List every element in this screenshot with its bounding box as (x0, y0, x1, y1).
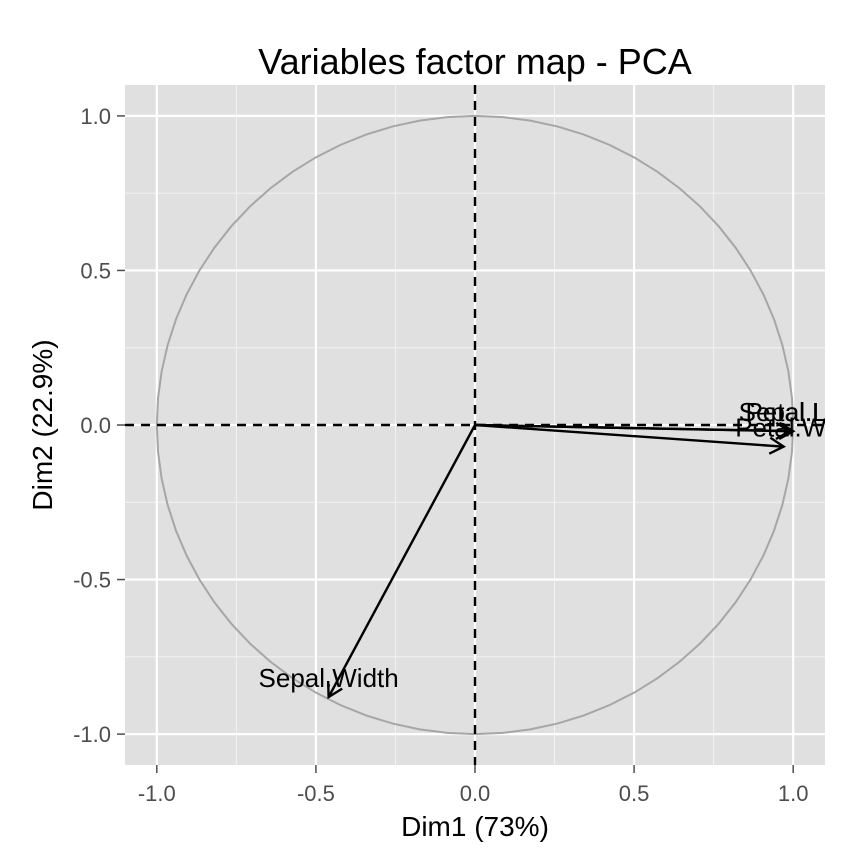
x-tick-label: 0.5 (619, 781, 650, 806)
y-axis-ticks: -1.0 -0.5 0.0 0.5 1.0 (73, 104, 125, 747)
y-tick-label: -0.5 (73, 568, 111, 593)
variable-arrows (326, 421, 796, 700)
arrowhead-sepal-width (326, 680, 343, 700)
x-tick-label: -1.0 (138, 781, 176, 806)
chart-title: Variables factor map - PCA (258, 41, 692, 82)
label-petal-width: Petal.Wi (735, 413, 832, 443)
arrow-petal-width (474, 423, 784, 448)
arrowhead-petal-length (778, 421, 796, 440)
x-tick-label: 0.0 (460, 781, 491, 806)
label-sepal-length: Sepal.Le (739, 397, 842, 427)
y-tick-label: 0.5 (80, 258, 111, 283)
y-tick-label: 1.0 (80, 104, 111, 129)
x-tick-label: -0.5 (297, 781, 335, 806)
arrow-sepal-width (327, 424, 477, 698)
x-axis-ticks: -1.0 -0.5 0.0 0.5 1.0 (138, 765, 809, 806)
y-tick-label: -1.0 (73, 722, 111, 747)
label-petal-length: Petal.Le (745, 397, 840, 427)
correlation-circle (155, 114, 795, 736)
x-axis-title: Dim1 (73%) (401, 811, 549, 842)
arrowhead-petal-width (768, 436, 787, 455)
label-sepal-width: Sepal.Width (259, 663, 399, 693)
y-tick-label: 0.0 (80, 413, 111, 438)
arrow-petal-length (474, 423, 794, 433)
x-tick-label: 1.0 (778, 781, 809, 806)
y-axis-title: Dim2 (22.9%) (27, 339, 58, 510)
